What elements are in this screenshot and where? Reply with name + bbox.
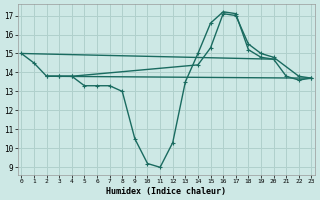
X-axis label: Humidex (Indice chaleur): Humidex (Indice chaleur): [107, 187, 227, 196]
